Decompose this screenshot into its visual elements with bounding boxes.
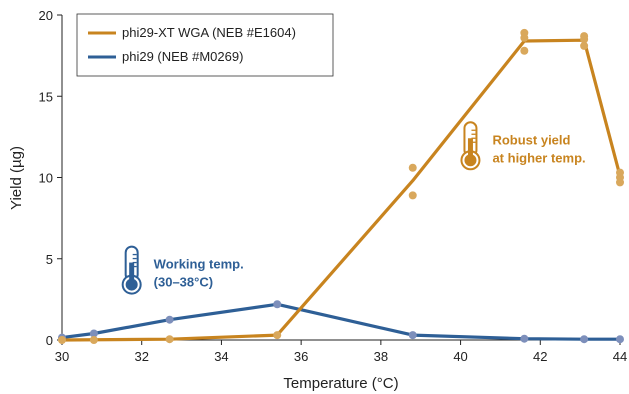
y-tick-label: 20 [39, 8, 53, 23]
y-tick-label: 10 [39, 171, 53, 186]
series-line-0 [61, 38, 622, 342]
annotation-working: Working temp. (30–38°C) [121, 245, 244, 295]
x-tick-label: 38 [374, 349, 388, 364]
annotation-robust: Robust yield at higher temp. [460, 121, 586, 171]
data-point-series-1 [616, 335, 624, 344]
data-point-series-0 [273, 331, 282, 340]
series-layer [58, 28, 624, 344]
annotation-text-working: Working temp. [154, 257, 244, 272]
thermometer-bulb [125, 278, 138, 291]
data-point-series-1 [520, 334, 529, 343]
y-tick-label: 15 [39, 89, 53, 104]
data-point-series-1 [273, 300, 282, 309]
annotation-layer: Working temp. (30–38°C) Robust yield at hig… [121, 121, 586, 295]
data-point-series-0 [58, 336, 66, 344]
thermometer-level [129, 262, 135, 283]
legend-label-phi29-xt: phi29-XT WGA (NEB #E1604) [122, 25, 296, 40]
x-tick-label: 44 [613, 349, 627, 364]
y-tick-label: 0 [46, 333, 53, 348]
legend-label-phi29: phi29 (NEB #M0269) [122, 49, 243, 64]
data-point-series-1 [89, 329, 98, 338]
data-point-series-1 [408, 331, 417, 340]
annotation-text-robust: Robust yield [492, 132, 570, 147]
data-point-series-1 [580, 335, 589, 344]
x-tick-label: 42 [533, 349, 547, 364]
thermometer-icon [460, 121, 481, 171]
thermometer-bulb [464, 154, 477, 167]
x-axis-label: Temperature (°C) [283, 375, 398, 392]
data-point-series-1 [165, 315, 174, 324]
series-line-1 [61, 302, 620, 341]
x-tick-label: 32 [134, 349, 148, 364]
data-point-series-0 [408, 191, 417, 200]
data-point-series-0 [580, 35, 589, 44]
legend-box [76, 13, 334, 77]
data-point-series-0 [616, 178, 624, 187]
x-tick-label: 30 [55, 349, 69, 364]
data-point-series-0 [89, 336, 98, 344]
thermometer-icon [121, 245, 142, 295]
x-tick-label: 36 [294, 349, 308, 364]
thermometer-level [467, 138, 473, 159]
data-point-series-0 [520, 46, 529, 55]
data-point-series-0 [580, 41, 589, 50]
data-point-series-0 [165, 335, 174, 344]
legend: phi29-XT WGA (NEB #E1604) phi29 (NEB #M0… [76, 13, 334, 77]
data-point-series-0 [408, 163, 417, 172]
annotation-text-robust: at higher temp. [492, 150, 585, 165]
annotation-text-working: (30–38°C) [154, 275, 213, 290]
x-tick-label: 40 [453, 349, 467, 364]
data-point-series-0 [520, 33, 529, 42]
y-tick-label: 5 [46, 252, 53, 267]
x-tick-label: 34 [214, 349, 228, 364]
y-axis-label: Yield (µg) [8, 146, 25, 210]
